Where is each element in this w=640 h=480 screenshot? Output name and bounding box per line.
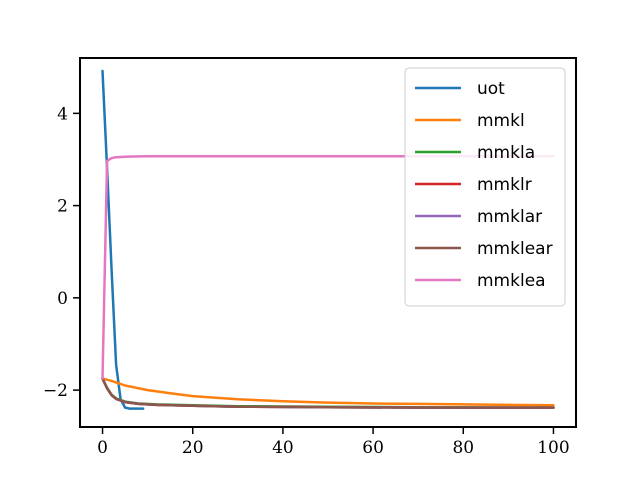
series-layer xyxy=(101,69,555,410)
x-tick-label-0: 0 xyxy=(97,438,108,458)
series-line-mmklear xyxy=(101,377,555,409)
x-axis: 0 20 40 60 80 100 xyxy=(97,427,570,458)
x-tick-label-1: 20 xyxy=(182,438,204,458)
legend: uot mmkl mmkla mmklr mmklar mmklear mmklea xyxy=(404,67,566,307)
legend-label-mmkla: mmkla xyxy=(477,143,535,163)
y-tick-label-3: 4 xyxy=(57,104,68,124)
x-tick-label-4: 80 xyxy=(452,438,474,458)
x-tick-label-2: 40 xyxy=(272,438,294,458)
y-axis: −2 0 2 4 xyxy=(43,104,80,401)
plot-frame xyxy=(79,57,577,428)
legend-label-mmklear: mmklear xyxy=(477,239,553,259)
series-line-mmklea xyxy=(101,154,555,380)
legend-box xyxy=(404,67,566,307)
series-line-uot xyxy=(101,69,145,410)
legend-label-uot: uot xyxy=(477,79,505,99)
y-tick-label-1: 0 xyxy=(57,289,68,309)
legend-label-mmklr: mmklr xyxy=(477,175,532,195)
y-tick-label-2: 2 xyxy=(57,197,68,217)
x-tick-label-5: 100 xyxy=(537,438,569,458)
series-line-mmkl xyxy=(101,377,555,407)
legend-label-mmklar: mmklar xyxy=(477,207,542,227)
legend-label-mmklea: mmklea xyxy=(477,271,546,291)
legend-label-mmkl: mmkl xyxy=(477,111,525,131)
y-tick-label-0: −2 xyxy=(43,381,68,401)
x-tick-label-3: 60 xyxy=(362,438,384,458)
